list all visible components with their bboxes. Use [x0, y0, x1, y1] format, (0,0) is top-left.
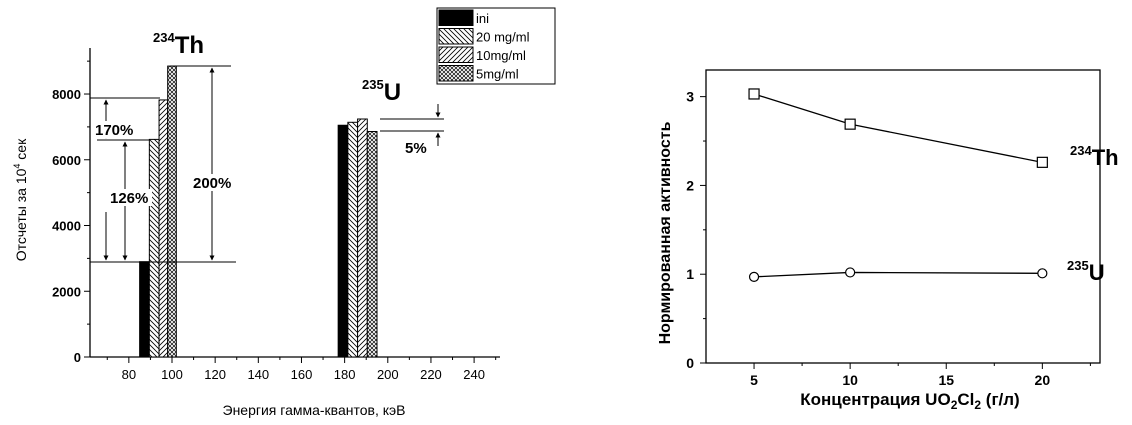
legend-label: ini: [476, 11, 489, 26]
bar: [357, 118, 368, 358]
right-x-title-part-1: Концентрация UO: [800, 390, 950, 409]
right-x-tick-label: 5: [750, 372, 758, 388]
left-y-tick-label: 6000: [52, 153, 81, 168]
legend-label: 5mg/ml: [476, 67, 519, 82]
peak-label-u: 235U: [362, 77, 401, 106]
data-point-circle: [845, 267, 856, 278]
peak-label-u-main: U: [384, 79, 401, 106]
series-line-1: [754, 271, 1043, 278]
bar: [347, 121, 359, 358]
bar: [148, 138, 160, 358]
legend-swatch: [438, 28, 474, 45]
legend: ini 20 mg/ml 10mg/ml 5mg/ml: [436, 7, 556, 85]
annotation-5: 5%: [405, 140, 427, 157]
left-y-tick-label: 0: [74, 350, 81, 365]
right-y-tick-label: 2: [686, 177, 694, 193]
right-plot-frame: [705, 69, 1101, 364]
series-label-u-sup: 235: [1067, 258, 1089, 273]
series-label-th-main: Th: [1092, 145, 1119, 170]
left-y-tick-label: 8000: [52, 87, 81, 102]
right-y-tick-label: 1: [686, 266, 694, 282]
series-label-th: 234Th: [1070, 143, 1119, 170]
left-y-title-main: Отсчеты за 10: [13, 168, 29, 261]
series-line-0: [753, 93, 1043, 163]
left-y-title-tail: сек: [13, 138, 29, 164]
series-label-u: 235U: [1067, 258, 1105, 285]
right-x-tick-label: 15: [938, 372, 954, 388]
data-point-square: [1036, 156, 1048, 168]
left-x-tick-label: 200: [377, 367, 399, 382]
right-x-title-sub-1: 2: [951, 398, 958, 412]
annotation-126: 126%: [110, 190, 148, 207]
bar: [337, 124, 349, 358]
left-x-tick-label: 180: [334, 367, 356, 382]
right-x-title-part-2: Cl: [957, 390, 974, 409]
bar: [366, 130, 378, 358]
left-annotations: 234Th 235U 170% 126% 200% 5%: [90, 30, 444, 263]
series-label-th-sup: 234: [1070, 143, 1092, 158]
annotation-170: 170%: [95, 122, 133, 139]
right-y-tick-label: 0: [686, 355, 694, 371]
bar: [167, 65, 177, 358]
left-x-axis-title: Энергия гамма-квантов, кэВ: [223, 402, 406, 418]
left-x-tick-label: 140: [247, 367, 269, 382]
label-200-bg: [191, 174, 237, 191]
left-x-tick-label: 220: [420, 367, 442, 382]
right-x-axis-title: Концентрация UO2Cl2 (г/л): [800, 390, 1019, 412]
legend-label: 20 mg/ml: [476, 30, 530, 45]
peak-label-u-sup: 235: [362, 77, 384, 92]
peak-label-th-sup: 234: [153, 30, 175, 45]
data-point-square: [748, 88, 760, 100]
left-y-tick-label: 2000: [52, 284, 81, 299]
peak-label-th-main: Th: [175, 32, 204, 59]
data-point-circle: [1037, 268, 1048, 279]
right-series: [748, 88, 1048, 282]
left-axes: 80 100 120 140 160 180 200 220 240 0 2000 4000 6000 8…: [52, 48, 500, 382]
right-x-tick-label: 20: [1035, 372, 1051, 388]
data-point-square: [844, 118, 856, 130]
right-axes: 5 10 15 20 0 1 2 3: [686, 69, 1101, 388]
bar: [158, 99, 169, 358]
left-y-tick-label: 4000: [52, 219, 81, 234]
right-x-title-sub-2: 2: [974, 398, 981, 412]
peak-label-th: 234Th: [153, 30, 204, 59]
left-y-title-sup: 4: [12, 164, 22, 169]
data-point-circle: [748, 271, 760, 282]
left-x-tick-label: 120: [204, 367, 226, 382]
legend-label: 10mg/ml: [476, 48, 526, 63]
legend-swatch: [438, 65, 474, 82]
left-y-axis-title: Отсчеты за 104 сек: [12, 138, 29, 261]
left-x-tick-label: 240: [463, 367, 485, 382]
right-x-tick-label: 10: [842, 372, 858, 388]
right-y-tick-label: 3: [686, 89, 694, 105]
left-x-tick-label: 80: [122, 367, 136, 382]
label-170-bg: [94, 121, 138, 138]
right-y-axis-title: Нормированная активность: [657, 121, 674, 344]
series-label-u-main: U: [1089, 260, 1105, 285]
legend-swatch: [438, 46, 474, 63]
right-x-title-part-3: (г/л): [981, 390, 1020, 409]
left-x-tick-label: 160: [291, 367, 313, 382]
left-x-tick-label: 100: [161, 367, 183, 382]
left-bar-chart: 80 100 120 140 160 180 200 220 240 0 2000 4000 6000 8…: [12, 7, 556, 418]
legend-swatch: [438, 9, 474, 26]
label-126-bg: [108, 189, 152, 206]
bar: [139, 261, 150, 358]
left-bars: [139, 65, 378, 358]
annotation-200: 200%: [193, 175, 231, 192]
